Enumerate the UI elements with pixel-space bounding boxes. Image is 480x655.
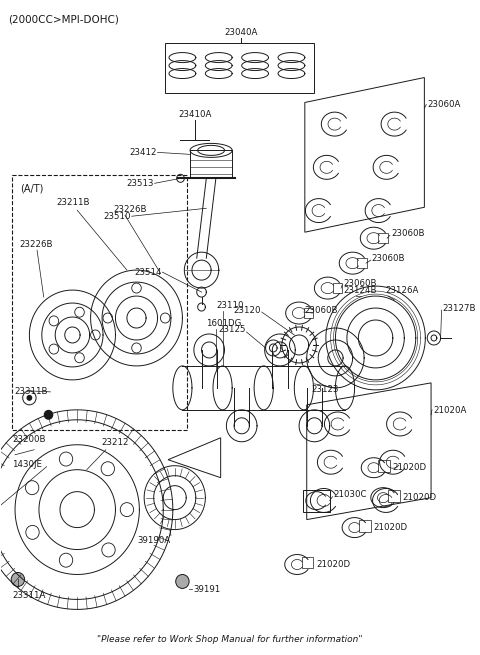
Bar	[358, 258, 367, 268]
Bar	[378, 460, 390, 472]
Text: 23211B: 23211B	[56, 198, 90, 207]
Text: 21020D: 21020D	[316, 560, 350, 569]
Text: 23412: 23412	[129, 148, 156, 157]
Text: 21020A: 21020A	[433, 406, 467, 415]
Text: 23311A: 23311A	[12, 591, 46, 601]
Text: 1430JE: 1430JE	[12, 460, 42, 469]
Text: (2000CC>MPI-DOHC): (2000CC>MPI-DOHC)	[8, 14, 119, 25]
Text: 21030C: 21030C	[334, 490, 367, 499]
Polygon shape	[168, 438, 221, 477]
Text: 23226B: 23226B	[20, 240, 53, 249]
Bar	[378, 233, 388, 243]
Text: 23040A: 23040A	[224, 28, 257, 37]
Text: 23060B: 23060B	[305, 305, 338, 314]
Text: 21020D: 21020D	[374, 523, 408, 532]
Bar	[302, 557, 313, 569]
Text: 23060A: 23060A	[427, 100, 461, 109]
Text: 23110: 23110	[216, 301, 243, 310]
Text: 23226B: 23226B	[114, 205, 147, 214]
Text: 23060B: 23060B	[343, 278, 377, 288]
Text: (A/T): (A/T)	[20, 183, 43, 193]
Text: 23126A: 23126A	[385, 286, 419, 295]
Circle shape	[176, 574, 189, 588]
Text: 23127B: 23127B	[443, 303, 476, 312]
Text: 23212: 23212	[101, 438, 129, 447]
Circle shape	[44, 410, 53, 420]
Text: 21020D: 21020D	[393, 463, 427, 472]
Text: 23060B: 23060B	[391, 229, 424, 238]
Text: 21020D: 21020D	[402, 493, 436, 502]
Text: 23120: 23120	[233, 305, 261, 314]
Text: 1601DG: 1601DG	[206, 319, 242, 328]
Bar	[303, 490, 330, 512]
Text: 39190A: 39190A	[137, 536, 170, 544]
Circle shape	[11, 572, 24, 586]
Bar	[190, 151, 232, 178]
Text: 23125: 23125	[218, 326, 246, 335]
Text: 23124B: 23124B	[343, 286, 377, 295]
Bar	[165, 43, 314, 94]
Bar	[333, 283, 342, 293]
Text: 39191: 39191	[194, 585, 221, 594]
Text: 23410A: 23410A	[178, 111, 212, 119]
Text: 23060B: 23060B	[372, 253, 405, 263]
Circle shape	[26, 395, 32, 401]
Bar	[304, 308, 313, 318]
Text: 23513: 23513	[126, 179, 154, 188]
Text: 23200B: 23200B	[12, 435, 46, 443]
Text: 23510: 23510	[103, 212, 131, 221]
Bar	[12, 176, 187, 430]
Text: 23514: 23514	[134, 268, 161, 276]
Text: 23311B: 23311B	[14, 387, 48, 396]
Bar	[360, 519, 371, 532]
Bar	[388, 490, 399, 502]
Text: 23123: 23123	[312, 385, 339, 394]
Text: "Please refer to Work Shop Manual for further information": "Please refer to Work Shop Manual for fu…	[97, 635, 363, 645]
